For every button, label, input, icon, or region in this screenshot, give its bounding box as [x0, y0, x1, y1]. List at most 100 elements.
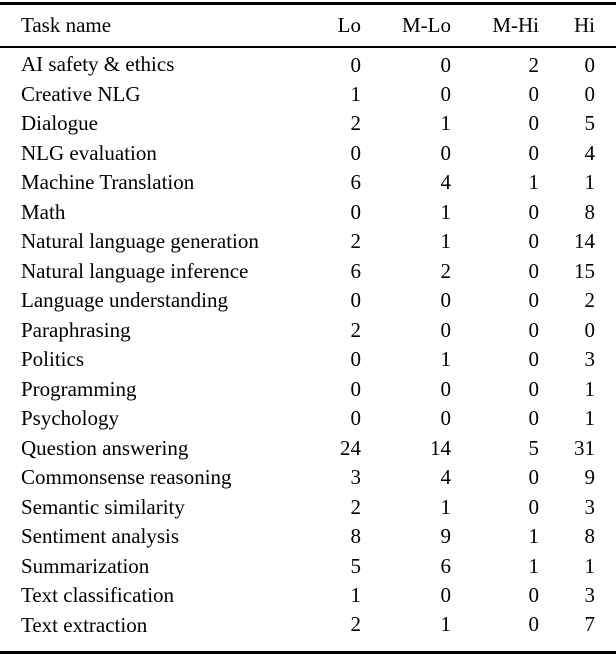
count-cell-m-hi: 2 — [528, 52, 540, 77]
count-cell-m-lo: 6 — [440, 553, 452, 578]
task-name-cell: Text extraction — [21, 612, 148, 637]
table-row: Text classification 1 0 0 3 — [0, 581, 616, 611]
count-cell-m-lo: 0 — [440, 583, 452, 607]
table-row: Question answering 24 14 5 31 — [0, 434, 616, 464]
count-cell-m-lo: 0 — [440, 376, 452, 401]
table-row: Natural language inference 6 2 0 15 — [0, 257, 616, 287]
count-cell-m-hi: 0 — [528, 229, 540, 253]
count-cell-m-hi: 1 — [528, 524, 540, 548]
count-cell-lo: 2 — [350, 111, 362, 135]
count-cell-hi: 3 — [584, 494, 596, 519]
table-row: Math 0 1 0 8 — [0, 198, 616, 228]
count-cell-m-hi: 0 — [528, 376, 540, 401]
count-cell-lo: 1 — [350, 81, 362, 106]
count-cell-m-lo: 1 — [440, 111, 452, 135]
count-cell-m-lo: 1 — [440, 229, 452, 253]
count-cell-m-hi: 0 — [528, 494, 540, 519]
count-cell-lo: 2 — [350, 229, 362, 253]
count-cell-hi: 3 — [584, 347, 596, 371]
count-cell-m-hi: 0 — [528, 347, 540, 371]
task-name-cell: Dialogue — [21, 111, 98, 135]
count-cell-lo: 2 — [350, 612, 362, 636]
count-cell-hi: 1 — [584, 170, 596, 194]
count-cell-hi: 31 — [574, 435, 595, 460]
count-cell-m-hi: 0 — [528, 111, 540, 135]
count-cell-hi: 8 — [584, 524, 596, 548]
column-header-m-hi: M-Hi — [451, 3, 539, 48]
count-cell-m-hi: 0 — [528, 140, 540, 165]
table-row: Semantic similarity 2 1 0 3 — [0, 493, 616, 523]
task-name-cell: AI safety & ethics — [21, 52, 175, 76]
count-cell-lo: 5 — [350, 553, 362, 578]
count-cell-m-lo: 0 — [440, 288, 452, 312]
task-name-cell: Semantic similarity — [21, 494, 185, 519]
count-cell-m-lo: 2 — [440, 258, 452, 283]
count-cell-hi: 2 — [584, 288, 596, 312]
task-name-cell: Paraphrasing — [21, 317, 131, 342]
count-cell-m-lo: 14 — [430, 435, 451, 460]
column-header-hi: Hi — [539, 3, 616, 48]
task-name-cell: Text classification — [21, 583, 175, 607]
header-row: Task name Lo M-Lo M-Hi Hi — [0, 3, 616, 48]
count-cell-lo: 0 — [350, 52, 362, 77]
count-cell-hi: 5 — [584, 111, 596, 135]
table-row: Natural language generation 2 1 0 14 — [0, 227, 616, 257]
count-cell-hi: 8 — [584, 199, 596, 224]
count-cell-m-hi: 1 — [528, 553, 540, 578]
count-cell-lo: 8 — [350, 524, 362, 548]
count-cell-m-hi: 0 — [528, 406, 540, 430]
count-cell-lo: 6 — [350, 258, 362, 283]
count-cell-hi: 14 — [574, 229, 595, 253]
count-cell-lo: 0 — [350, 406, 362, 430]
count-cell-hi: 3 — [584, 583, 596, 607]
count-cell-m-lo: 0 — [440, 52, 452, 77]
count-cell-hi: 7 — [584, 612, 596, 636]
column-header-m-lo: M-Lo — [361, 3, 451, 48]
task-name-cell: Sentiment analysis — [21, 524, 180, 548]
count-cell-m-hi: 0 — [528, 465, 540, 489]
count-cell-m-lo: 4 — [440, 465, 452, 489]
count-cell-hi: 1 — [584, 376, 596, 401]
task-name-cell: Natural language generation — [21, 229, 259, 253]
count-cell-m-hi: 0 — [528, 317, 540, 342]
table-row: Sentiment analysis 8 9 1 8 — [0, 522, 616, 552]
count-cell-m-lo: 0 — [440, 81, 452, 106]
task-name-cell: Natural language inference — [21, 258, 249, 283]
count-cell-lo: 2 — [350, 317, 362, 342]
table-row: Text extraction 2 1 0 7 — [0, 611, 616, 653]
task-name-cell: NLG evaluation — [21, 140, 157, 165]
count-cell-hi: 9 — [584, 465, 596, 489]
count-cell-m-lo: 1 — [440, 347, 452, 371]
task-name-cell: Programming — [21, 376, 137, 401]
column-header-task-name: Task name — [0, 3, 301, 48]
count-cell-m-lo: 0 — [440, 140, 452, 165]
table-row: Politics 0 1 0 3 — [0, 345, 616, 375]
count-cell-lo: 2 — [350, 494, 362, 519]
table-row: Summarization 5 6 1 1 — [0, 552, 616, 582]
count-cell-m-lo: 1 — [440, 494, 452, 519]
task-name-cell: Summarization — [21, 553, 150, 578]
count-cell-m-lo: 1 — [440, 612, 452, 636]
task-name-cell: Psychology — [21, 406, 120, 430]
task-name-cell: Machine Translation — [21, 170, 195, 194]
table-row: NLG evaluation 0 0 0 4 — [0, 139, 616, 169]
table-row: Commonsense reasoning 3 4 0 9 — [0, 463, 616, 493]
table-row: Creative NLG 1 0 0 0 — [0, 80, 616, 110]
table-body: AI safety & ethics 0 0 2 0 Creative NLG 1 0 0 0 Di… — [0, 47, 616, 653]
table-row: Psychology 0 0 0 1 — [0, 404, 616, 434]
count-cell-hi: 0 — [584, 317, 596, 342]
count-cell-hi: 4 — [584, 140, 596, 165]
count-cell-m-hi: 5 — [528, 435, 540, 460]
count-cell-hi: 15 — [574, 258, 595, 283]
count-cell-lo: 3 — [350, 465, 362, 489]
count-cell-lo: 0 — [350, 376, 362, 401]
table-row: Programming 0 0 0 1 — [0, 375, 616, 405]
count-cell-m-lo: 9 — [440, 524, 452, 548]
count-cell-hi: 1 — [584, 553, 596, 578]
count-cell-m-hi: 0 — [528, 583, 540, 607]
task-name-cell: Math — [21, 199, 66, 224]
count-cell-m-hi: 0 — [528, 612, 540, 636]
count-cell-lo: 6 — [350, 170, 362, 194]
